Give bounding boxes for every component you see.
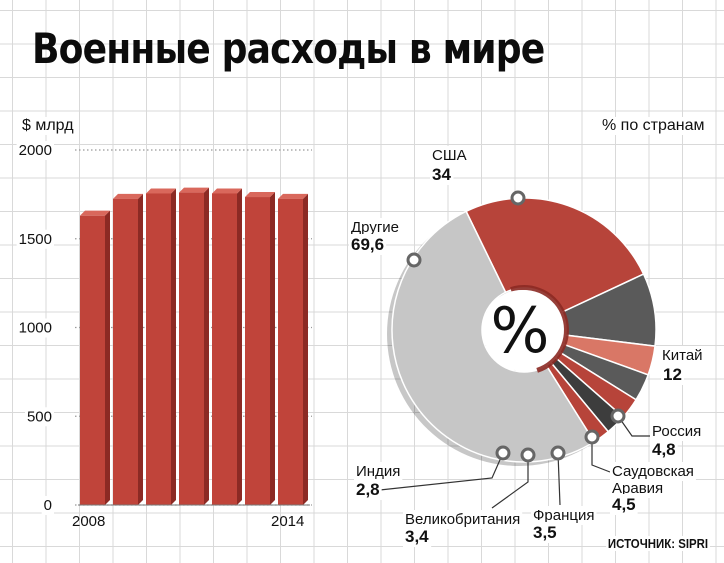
leader-russia: [617, 415, 650, 437]
slice-label-russia-bg: [650, 422, 704, 441]
marker-india: [495, 445, 511, 461]
slice-value-france-bg: [531, 522, 559, 543]
slice-label-usa: США: [432, 147, 467, 164]
slice-value-saudi-arabia: 4,5: [612, 495, 636, 514]
bar-front-2014: [278, 198, 303, 505]
bar-top-2013: [245, 192, 275, 198]
bar-side-2010: [171, 188, 176, 506]
slice-value-others: 69,6: [351, 235, 384, 254]
slice-value-others-bg: [349, 234, 387, 255]
slice-value-uk: 3,4: [405, 527, 429, 546]
leader-uk: [491, 455, 529, 509]
donut-center-label: %: [491, 294, 550, 367]
bar-top-2014: [278, 193, 308, 199]
marker-uk: [520, 447, 536, 463]
y-tick-label-1000-bg: [16, 318, 54, 338]
x-tick-label-first: 2008: [72, 513, 105, 530]
bar-y-axis-label: $ млрд: [20, 117, 76, 135]
slice-label-others: Другие: [351, 219, 399, 236]
donut-center-face: [483, 290, 561, 368]
y-tick-label-500: 500: [27, 408, 52, 425]
bar-2014: [278, 193, 308, 505]
bar-top-2012: [212, 188, 242, 194]
bar-side-2014: [303, 193, 308, 505]
y-tick-label-1500-bg: [16, 229, 54, 249]
slice-label-saudi-arabia-line2-bg: [610, 479, 666, 498]
slice-value-china: 12: [663, 365, 682, 384]
x-tick-label-last: 2014: [271, 513, 304, 530]
bar-front-2010: [146, 193, 171, 506]
bar-top-2010: [146, 188, 176, 194]
leader-france: [557, 452, 561, 506]
slice-label-others-bg: [349, 218, 402, 237]
chart-title: Военные расходы в мире: [32, 24, 545, 73]
slice-label-saudi-arabia-line1-bg: [610, 462, 696, 481]
marker-russia: [610, 408, 626, 424]
y-tick-label-1500: 1500: [19, 231, 52, 248]
y-tick-label-0-bg: [41, 496, 54, 515]
slice-label-saudi-arabia-line2: Аравия: [612, 480, 663, 497]
bar-top-2011: [179, 187, 209, 193]
slice-value-france: 3,5: [533, 523, 557, 542]
slice-label-france-bg: [531, 506, 597, 525]
slice-label-usa-bg: [430, 146, 469, 165]
bar-top-2008: [80, 210, 110, 216]
leader-saudi-arabia: [591, 437, 611, 473]
bar-side-2008: [105, 210, 110, 506]
pie-title: % по странам: [600, 117, 707, 135]
bar-side-2011: [204, 187, 209, 505]
bar-2009: [113, 193, 143, 505]
y-tick-label-2000-bg: [16, 141, 54, 160]
bar-front-2009: [113, 198, 138, 505]
bar-front-2013: [245, 197, 270, 505]
slice-label-uk-bg: [403, 510, 523, 529]
bar-side-2013: [270, 192, 275, 505]
slice-label-india-bg: [354, 462, 403, 481]
slice-value-usa-bg: [430, 164, 454, 185]
marker-france: [550, 445, 566, 461]
bar-front-2011: [179, 192, 204, 505]
slice-label-india: Индия: [356, 463, 400, 480]
y-tick-label-0: 0: [44, 497, 52, 514]
slice-label-china: Китай: [662, 347, 703, 364]
slice-label-russia: Россия: [652, 423, 701, 440]
slice-label-france: Франция: [533, 507, 594, 524]
slice-value-uk-bg: [403, 526, 432, 547]
slice-label-china-bg: [660, 346, 705, 365]
bar-2008: [80, 210, 110, 506]
bar-front-2012: [212, 193, 237, 506]
slice-value-usa: 34: [432, 165, 451, 184]
bar-2013: [245, 192, 275, 505]
y-tick-label-500-bg: [24, 407, 54, 427]
y-tick-label-1000: 1000: [19, 320, 52, 337]
y-tick-label-2000: 2000: [19, 142, 52, 159]
bar-front-2008: [80, 215, 105, 506]
slice-label-uk: Великобритания: [405, 511, 520, 528]
source-note: ИСТОЧНИК: SIPRI: [606, 536, 710, 551]
leader-india: [379, 452, 504, 491]
slice-value-russia: 4,8: [652, 440, 676, 459]
bar-2010: [146, 188, 176, 506]
bar-side-2012: [237, 188, 242, 506]
bar-side-2009: [138, 193, 143, 505]
slice-value-russia-bg: [650, 439, 678, 460]
marker-others: [406, 252, 422, 268]
marker-saudi-arabia: [584, 429, 600, 445]
slice-value-china-bg: [661, 364, 684, 385]
slice-label-saudi-arabia-line1: Саудовская: [612, 463, 694, 480]
slice-value-india: 2,8: [356, 480, 380, 499]
slice-value-saudi-arabia-bg: [610, 494, 638, 515]
bar-top-2009: [113, 193, 143, 199]
marker-usa: [510, 190, 526, 206]
bar-2011: [179, 187, 209, 505]
bar-2012: [212, 188, 242, 506]
slice-value-india-bg: [354, 479, 382, 500]
